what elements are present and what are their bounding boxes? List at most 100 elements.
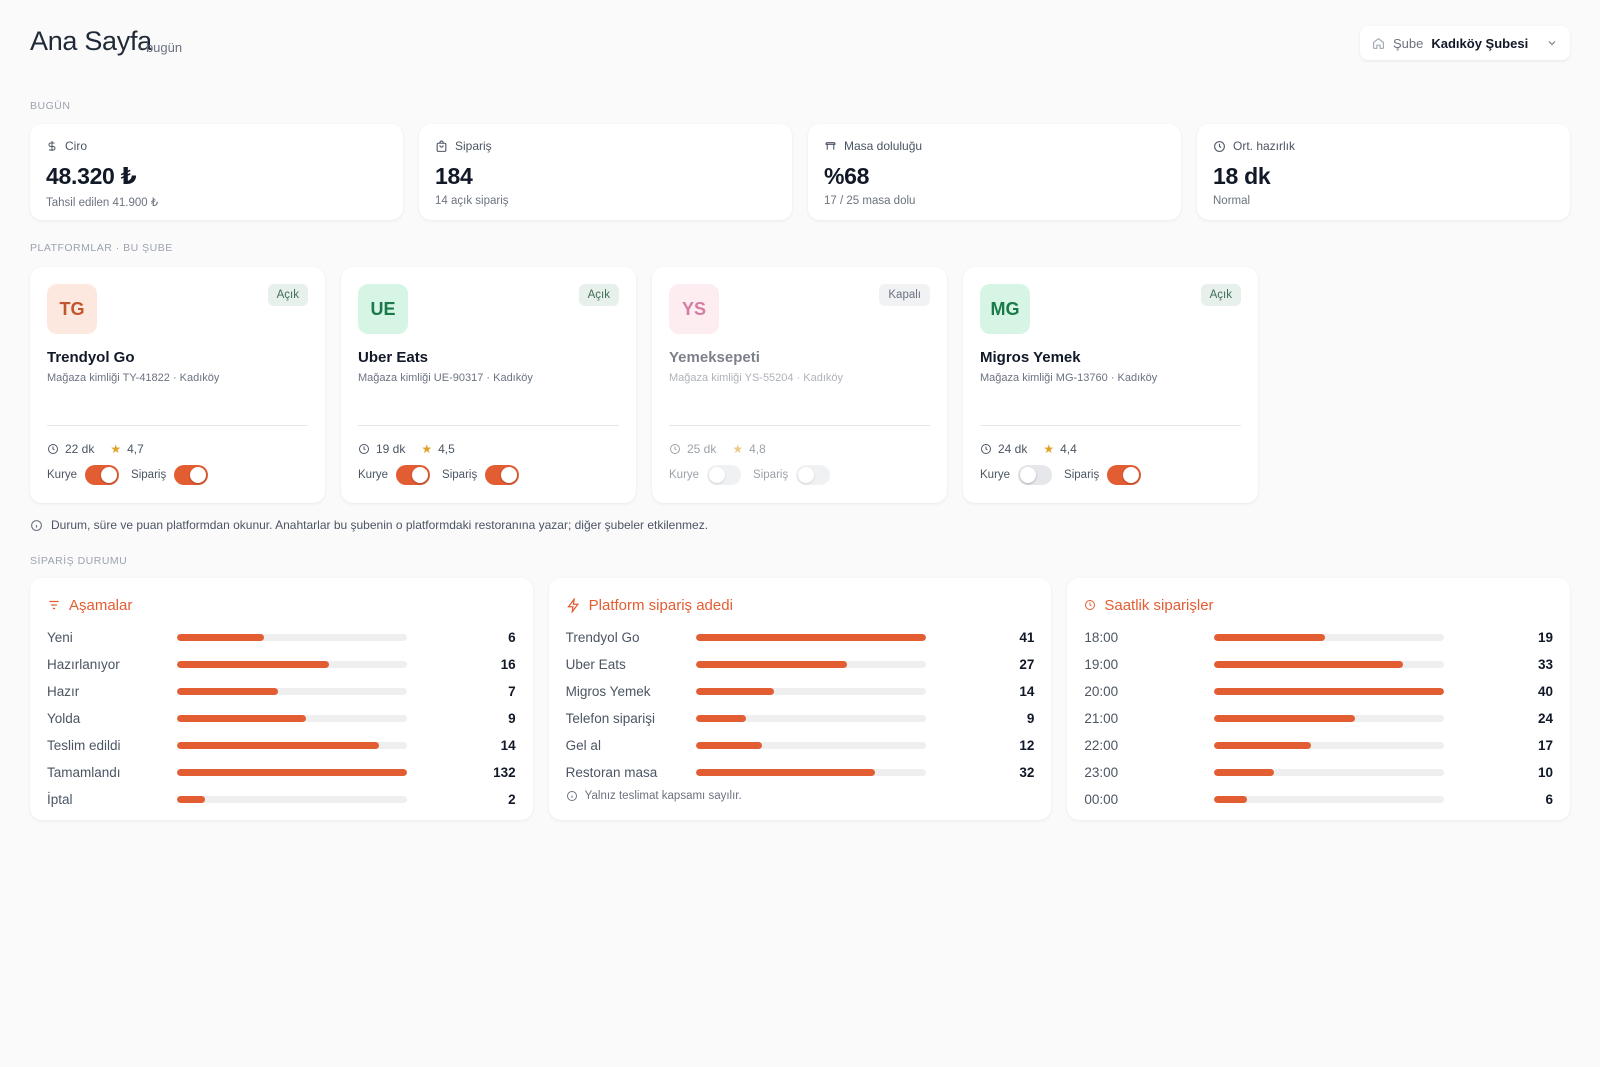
delivery-time: 24 dk (998, 442, 1028, 456)
order-toggle-label: Sipariş (131, 469, 167, 481)
bar-value: 41 (1019, 630, 1035, 645)
bar-row: Restoran masa 32 (566, 759, 1035, 786)
panel-note-text: Yalnız teslimat kapsamı sayılır. (584, 790, 742, 802)
bar-row: Tamamlandı 132 (47, 759, 516, 786)
page-header: Ana Sayfa · bugün Şube Kadıköy Şubesi (30, 26, 1570, 62)
panel-title: Platform sipariş adedi (566, 594, 1035, 616)
clock-icon (1213, 140, 1226, 153)
kpi-card-revenue: Ciro 48.320 ₺ Tahsil edilen 41.900 ₺ (30, 124, 403, 220)
kpi-label: Ciro (65, 139, 88, 153)
bar-fill (177, 661, 329, 668)
bar-label: Hazır (47, 684, 80, 699)
toggle-knob (190, 467, 207, 483)
order-toggle[interactable] (174, 465, 209, 485)
delivery-time: 25 dk (687, 442, 717, 456)
bar-fill (695, 769, 876, 776)
bar-value: 32 (1019, 765, 1035, 780)
kpi-card-table-occupancy: Masa doluluğu %68 17 / 25 masa dolu (808, 124, 1181, 220)
bar-label: Yeni (47, 630, 73, 645)
platform-stats: 19 dk ★ 4,5 (358, 442, 455, 456)
bar-fill (177, 715, 306, 722)
bar-track (695, 769, 926, 776)
kpi-value: 184 (435, 163, 473, 189)
courier-toggle[interactable] (707, 465, 742, 485)
chevron-down-icon (1546, 37, 1558, 49)
bar-list: Yeni 6 Hazırlanıyor 16 Hazır 7 Yolda 9 Teslim ed… (47, 624, 516, 813)
star-icon: ★ (110, 442, 122, 456)
kpi-subtext: 14 açık sipariş (435, 195, 509, 207)
bar-value: 16 (500, 657, 516, 672)
bar-value: 14 (1019, 684, 1035, 699)
bar-fill (695, 715, 747, 722)
bar-label: Hazırlanıyor (47, 657, 120, 672)
bar-fill (1214, 715, 1355, 722)
bar-row: İptal 2 (47, 786, 516, 813)
home-icon (1372, 37, 1385, 50)
platform-name: Trendyol Go (47, 349, 135, 366)
bar-value: 27 (1019, 657, 1035, 672)
section-label-platforms: PLATFORMLAR · BU ŞUBE (30, 242, 173, 254)
platform-stats: 25 dk ★ 4,8 (669, 442, 766, 456)
clock-icon (47, 443, 59, 455)
bar-track (177, 661, 407, 668)
bar-row: Telefon siparişi 9 (566, 705, 1035, 732)
platform-logo: MG (980, 284, 1030, 334)
star-icon: ★ (732, 442, 744, 456)
toggle-knob (501, 467, 518, 483)
platform-store-id: Mağaza kimliği YS-55204 · Kadıköy (669, 372, 844, 384)
bar-label: 23:00 (1084, 765, 1119, 780)
order-toggle-label: Sipariş (442, 469, 478, 481)
order-toggle[interactable] (485, 465, 520, 485)
bar-list: 18:00 19 19:00 33 20:00 40 21:00 24 22:00 17 23:00… (1084, 624, 1553, 813)
order-toggle[interactable] (1107, 465, 1142, 485)
platform-name: Migros Yemek (980, 349, 1081, 366)
bar-label: 22:00 (1084, 738, 1119, 753)
platform-toggles: Kurye Sipariş (358, 465, 531, 485)
platform-name: Yemeksepeti (669, 349, 760, 366)
platform-toggles: Kurye Sipariş (47, 465, 220, 485)
bar-row: Gel al 12 (566, 732, 1035, 759)
table-icon (824, 140, 837, 153)
toggle-knob (1123, 467, 1140, 483)
toggle-knob (412, 467, 429, 483)
bar-label: Uber Eats (565, 657, 626, 672)
courier-toggle[interactable] (396, 465, 431, 485)
bar-track (177, 796, 407, 803)
hourly-orders-panel: Saatlik siparişler 18:00 19 19:00 33 20:00 40 2… (1067, 578, 1571, 820)
bar-value: 24 (1537, 711, 1554, 726)
bar-label: Teslim edildi (47, 738, 121, 753)
platform-card: TG Açık Trendyol Go Mağaza kimliği TY-41822… (30, 267, 325, 503)
bar-fill (1214, 661, 1403, 668)
bar-label: Restoran masa (565, 765, 658, 780)
platform-logo: TG (47, 284, 97, 334)
platform-store-id: Mağaza kimliği MG-13760 · Kadıköy (980, 372, 1158, 384)
bar-track (177, 688, 407, 695)
bar-fill (177, 634, 265, 641)
branch-selector[interactable]: Şube Kadıköy Şubesi (1360, 26, 1570, 60)
bar-track (695, 634, 926, 641)
order-toggle[interactable] (796, 465, 831, 485)
bar-row: Yeni 6 (47, 624, 516, 651)
bar-row: 23:00 10 (1084, 759, 1553, 786)
courier-toggle-label: Kurye (47, 469, 78, 481)
star-icon: ★ (421, 442, 433, 456)
panel-title-text: Platform sipariş adedi (588, 596, 733, 614)
platform-card: UE Açık Uber Eats Mağaza kimliği UE-90317 ·… (341, 267, 636, 503)
status-badge: Kapalı (879, 284, 930, 306)
courier-toggle[interactable] (1018, 465, 1053, 485)
bar-value: 9 (508, 711, 516, 726)
courier-toggle[interactable] (85, 465, 120, 485)
bar-value: 132 (493, 765, 516, 780)
bar-value: 12 (1019, 738, 1035, 753)
bar-row: Hazır 7 (47, 678, 516, 705)
bar-label: Migros Yemek (565, 684, 651, 699)
bar-label: Trendyol Go (565, 630, 640, 645)
platform-card: YS Kapalı Yemeksepeti Mağaza kimliği YS-552… (652, 267, 947, 503)
bar-value: 2 (508, 792, 516, 807)
clock-icon (1084, 599, 1096, 611)
bar-fill (177, 742, 380, 749)
bar-fill (695, 661, 848, 668)
bar-track (695, 715, 926, 722)
card-divider (669, 425, 930, 426)
bar-track (1214, 796, 1445, 803)
